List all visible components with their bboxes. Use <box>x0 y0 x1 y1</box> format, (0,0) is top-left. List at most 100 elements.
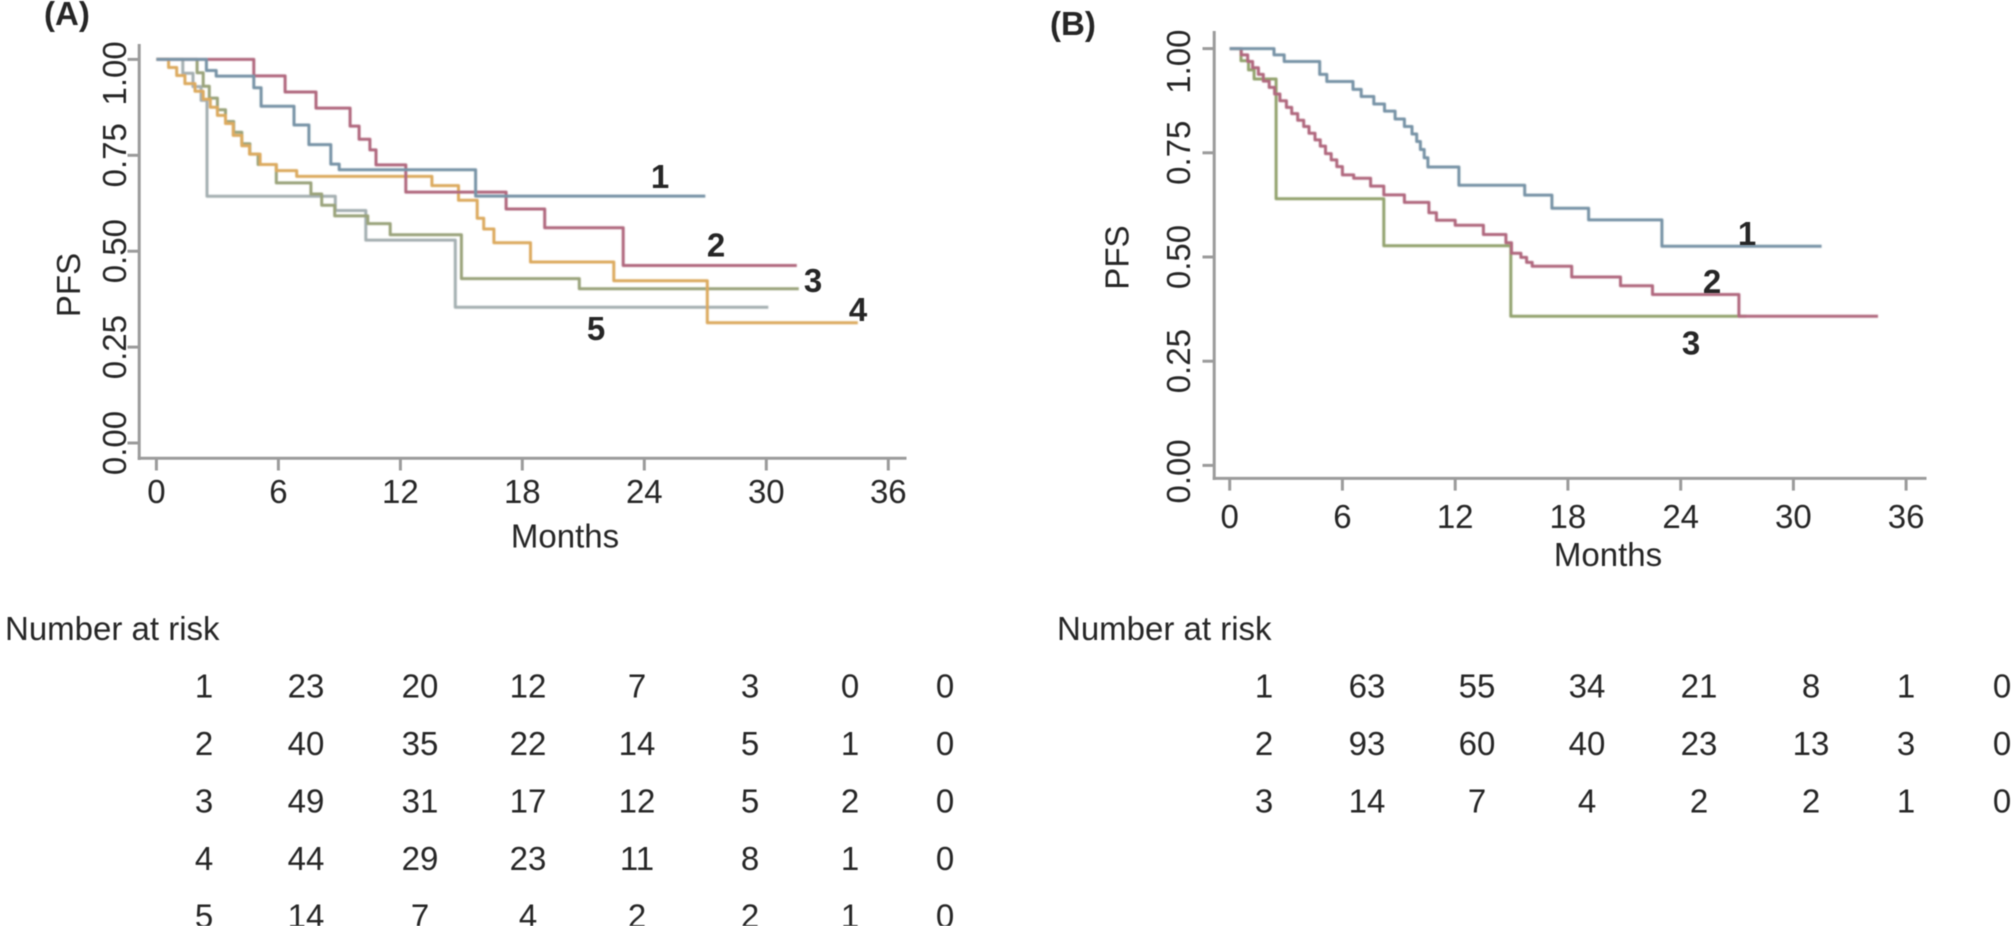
svg-text:6: 6 <box>269 473 287 510</box>
svg-text:0: 0 <box>936 668 954 705</box>
svg-text:0.25: 0.25 <box>96 315 133 379</box>
svg-text:24: 24 <box>626 473 663 510</box>
svg-text:3: 3 <box>1897 725 1915 762</box>
svg-text:Number at risk: Number at risk <box>5 610 220 647</box>
svg-text:13: 13 <box>1793 725 1830 762</box>
svg-text:93: 93 <box>1349 725 1386 762</box>
svg-text:2: 2 <box>1255 725 1273 762</box>
svg-text:7: 7 <box>1468 783 1486 820</box>
svg-text:22: 22 <box>510 725 547 762</box>
svg-text:31: 31 <box>402 783 439 820</box>
svg-text:Months: Months <box>1554 536 1662 573</box>
svg-text:3: 3 <box>804 262 822 299</box>
svg-text:0: 0 <box>936 840 954 877</box>
svg-text:18: 18 <box>504 473 541 510</box>
svg-text:3: 3 <box>741 668 759 705</box>
svg-text:49: 49 <box>288 783 325 820</box>
svg-text:55: 55 <box>1459 668 1496 705</box>
svg-text:4: 4 <box>195 840 213 877</box>
svg-text:0: 0 <box>936 783 954 820</box>
svg-text:3: 3 <box>1255 783 1273 820</box>
svg-text:14: 14 <box>288 898 325 926</box>
svg-text:11: 11 <box>620 840 654 877</box>
svg-text:0.75: 0.75 <box>96 123 133 187</box>
svg-text:1: 1 <box>841 898 859 926</box>
svg-text:4: 4 <box>1578 783 1596 820</box>
svg-text:1: 1 <box>1897 668 1915 705</box>
svg-text:36: 36 <box>870 473 907 510</box>
svg-text:1: 1 <box>651 158 669 195</box>
svg-text:12: 12 <box>619 783 656 820</box>
svg-text:35: 35 <box>402 725 439 762</box>
svg-text:12: 12 <box>510 668 547 705</box>
svg-text:2: 2 <box>195 725 213 762</box>
svg-text:2: 2 <box>1802 783 1820 820</box>
svg-text:Number at risk: Number at risk <box>1057 610 1272 647</box>
svg-text:21: 21 <box>1681 668 1718 705</box>
svg-text:23: 23 <box>1681 725 1718 762</box>
svg-text:3: 3 <box>195 783 213 820</box>
svg-text:24: 24 <box>1662 498 1699 535</box>
svg-text:4: 4 <box>519 898 537 926</box>
svg-text:2: 2 <box>1703 263 1721 300</box>
svg-text:5: 5 <box>741 783 759 820</box>
svg-text:(B): (B) <box>1050 5 1096 42</box>
svg-text:0: 0 <box>841 668 859 705</box>
svg-text:17: 17 <box>510 783 547 820</box>
svg-text:23: 23 <box>510 840 547 877</box>
svg-text:30: 30 <box>1775 498 1812 535</box>
svg-text:PFS: PFS <box>50 253 87 317</box>
svg-text:1: 1 <box>195 668 213 705</box>
svg-text:20: 20 <box>402 668 439 705</box>
svg-text:7: 7 <box>411 898 429 926</box>
svg-text:36: 36 <box>1888 498 1925 535</box>
svg-text:PFS: PFS <box>1099 226 1136 290</box>
svg-text:Months: Months <box>511 518 619 555</box>
svg-text:0: 0 <box>147 473 165 510</box>
svg-text:0.75: 0.75 <box>1160 121 1197 185</box>
svg-text:60: 60 <box>1459 725 1496 762</box>
svg-text:0: 0 <box>936 725 954 762</box>
svg-text:2: 2 <box>841 783 859 820</box>
svg-text:5: 5 <box>741 725 759 762</box>
svg-text:2: 2 <box>741 898 759 926</box>
svg-text:0: 0 <box>1993 783 2011 820</box>
svg-text:1: 1 <box>841 840 859 877</box>
svg-text:30: 30 <box>748 473 785 510</box>
svg-text:0.00: 0.00 <box>96 411 133 475</box>
svg-text:2: 2 <box>628 898 646 926</box>
svg-text:12: 12 <box>382 473 419 510</box>
svg-text:63: 63 <box>1349 668 1386 705</box>
svg-text:18: 18 <box>1550 498 1587 535</box>
svg-text:14: 14 <box>619 725 656 762</box>
svg-text:7: 7 <box>628 668 646 705</box>
svg-text:0.50: 0.50 <box>96 219 133 283</box>
svg-text:34: 34 <box>1569 668 1606 705</box>
svg-text:1.00: 1.00 <box>1160 29 1197 93</box>
svg-text:14: 14 <box>1349 783 1386 820</box>
svg-text:1: 1 <box>1897 783 1915 820</box>
svg-text:0: 0 <box>1993 668 2011 705</box>
svg-text:2: 2 <box>707 227 725 264</box>
svg-text:0.50: 0.50 <box>1160 225 1197 289</box>
svg-text:12: 12 <box>1437 498 1474 535</box>
svg-text:6: 6 <box>1333 498 1351 535</box>
svg-text:0.25: 0.25 <box>1160 329 1197 393</box>
svg-text:2: 2 <box>1690 783 1708 820</box>
svg-text:5: 5 <box>195 898 213 926</box>
svg-text:0: 0 <box>936 898 954 926</box>
svg-text:8: 8 <box>741 840 759 877</box>
svg-text:1.00: 1.00 <box>96 41 133 105</box>
svg-text:4: 4 <box>849 291 868 328</box>
svg-text:40: 40 <box>288 725 325 762</box>
svg-text:(A): (A) <box>44 0 90 32</box>
svg-text:8: 8 <box>1802 668 1820 705</box>
svg-text:1: 1 <box>841 725 859 762</box>
svg-text:1: 1 <box>1255 668 1273 705</box>
svg-text:29: 29 <box>402 840 439 877</box>
svg-text:40: 40 <box>1569 725 1606 762</box>
svg-text:0.00: 0.00 <box>1160 439 1197 503</box>
svg-text:3: 3 <box>1682 325 1700 362</box>
svg-text:44: 44 <box>288 840 325 877</box>
svg-text:0: 0 <box>1221 498 1239 535</box>
